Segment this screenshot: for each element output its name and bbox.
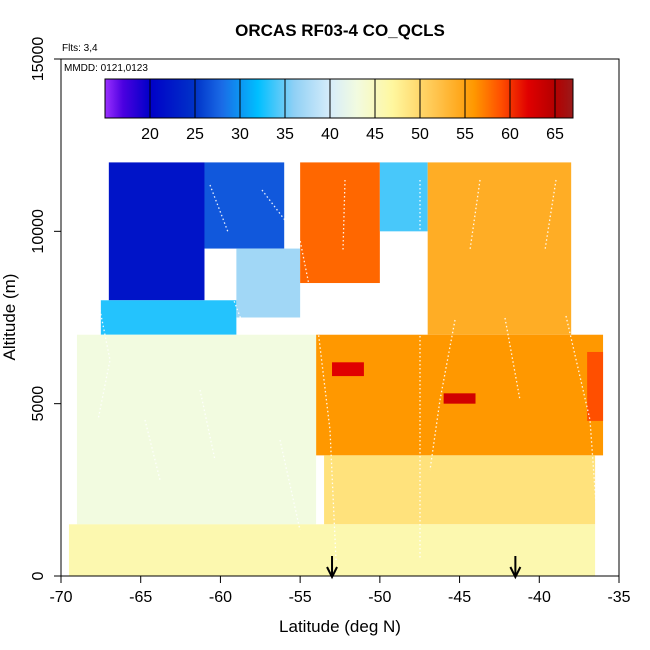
heatmap-cell-4 bbox=[300, 162, 380, 284]
colorbar-tick-label: 20 bbox=[141, 126, 159, 143]
heatmap-cell-10 bbox=[587, 351, 604, 421]
heatmap-cell-1 bbox=[100, 300, 237, 335]
profile-markers bbox=[326, 556, 522, 580]
flight-track-13 bbox=[279, 439, 301, 531]
colorbar-tick-label: 50 bbox=[411, 126, 429, 143]
heatmap-cell-12 bbox=[76, 334, 317, 525]
x-axis-label: Latitude (deg N) bbox=[279, 617, 401, 636]
x-tick-label: -60 bbox=[209, 589, 232, 606]
colorbar-tick-label: 60 bbox=[501, 126, 519, 143]
y-tick-label: 0 bbox=[30, 571, 47, 580]
profile-marker-1 bbox=[509, 556, 522, 580]
x-tick-label: -45 bbox=[448, 589, 471, 606]
colorbar-gradient bbox=[104, 78, 574, 119]
flight-track-0 bbox=[209, 184, 229, 233]
colorbar-ticks: 20 25 30 35 40 45 50 55 60 65 bbox=[141, 79, 564, 143]
x-tick-label: -65 bbox=[129, 589, 152, 606]
x-axis: -70 -65 -60 -55 -50 -45 -40 -35 bbox=[49, 575, 631, 606]
x-tick-label: -35 bbox=[607, 589, 630, 606]
flight-track-10 bbox=[97, 309, 111, 421]
colorbar-tick-label: 65 bbox=[546, 126, 564, 143]
colorbar-tick-label: 25 bbox=[186, 126, 204, 143]
x-tick-label: -70 bbox=[49, 589, 72, 606]
colorbar: 20 25 30 35 40 45 50 55 60 65 bbox=[104, 78, 574, 143]
heatmap-cell-9 bbox=[443, 393, 476, 404]
heatmap-cells bbox=[68, 162, 604, 576]
heatmap-cell-11 bbox=[324, 455, 596, 525]
y-tick-label: 5000 bbox=[30, 386, 47, 422]
heatmap-cell-6 bbox=[427, 162, 572, 335]
heatmap-cell-8 bbox=[332, 362, 364, 377]
flight-tracks bbox=[97, 179, 601, 561]
flight-track-6 bbox=[429, 319, 456, 471]
profile-marker-0 bbox=[326, 556, 338, 580]
y-axis-label: Altitude (m) bbox=[0, 274, 19, 361]
flight-track-8 bbox=[565, 315, 601, 561]
x-tick-label: -55 bbox=[289, 589, 312, 606]
x-tick-label: -50 bbox=[368, 589, 391, 606]
heatmap-cell-2 bbox=[204, 162, 285, 249]
date-note: MMDD: 0121,0123 bbox=[64, 63, 148, 74]
flight-track-9 bbox=[229, 289, 246, 331]
y-tick-label: 15000 bbox=[30, 37, 47, 82]
flight-track-7 bbox=[504, 317, 521, 401]
colorbar-tick-label: 30 bbox=[231, 126, 249, 143]
flights-note: Flts: 3,4 bbox=[62, 43, 98, 54]
chart-title: ORCAS RF03-4 CO_QCLS bbox=[235, 21, 445, 40]
y-tick-label: 10000 bbox=[30, 209, 47, 254]
heatmap-cell-0 bbox=[108, 162, 205, 301]
heatmap-cell-3 bbox=[236, 248, 301, 318]
colorbar-tick-label: 40 bbox=[321, 126, 339, 143]
colorbar-tick-label: 55 bbox=[456, 126, 474, 143]
colorbar-tick-label: 35 bbox=[276, 126, 294, 143]
y-axis: 0 5000 10000 15000 bbox=[30, 37, 61, 580]
x-tick-label: -40 bbox=[528, 589, 551, 606]
colorbar-tick-label: 45 bbox=[366, 126, 384, 143]
